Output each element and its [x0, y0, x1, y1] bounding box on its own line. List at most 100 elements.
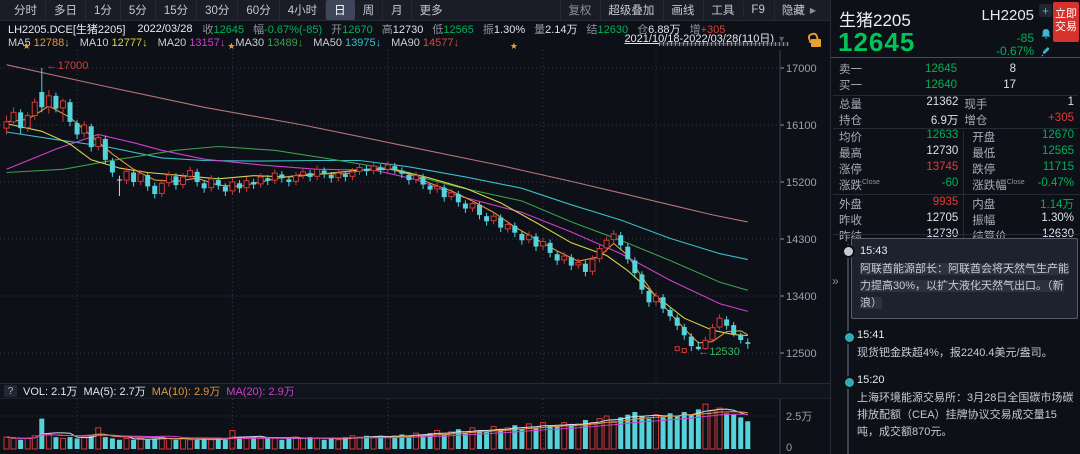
- unlock-icon[interactable]: [811, 39, 821, 47]
- svg-text:13400: 13400: [786, 291, 817, 303]
- news-text: 上海环境能源交易所：3月28日全国碳市场碳排放配额（CEA）挂牌协议交易成交量1…: [857, 392, 1074, 438]
- vol-ma10-value: 2.9万: [193, 386, 221, 398]
- tab-multiday[interactable]: 多日: [46, 0, 86, 20]
- tab-4hour[interactable]: 4小时: [280, 0, 327, 20]
- tab-5min[interactable]: 5分: [121, 0, 156, 20]
- news-feed: » 15:43 阿联酋能源部长：阿联酋会将天然气生产能力提高30%，以扩大液化天…: [831, 236, 1080, 454]
- close-value: 12645: [213, 23, 245, 36]
- down-arrow-icon: ↓: [375, 37, 382, 49]
- stats-row: 持仓 6.9万 增仓 +305: [839, 112, 1074, 127]
- settle-value: 12630: [597, 23, 629, 36]
- last-price: 12645: [838, 27, 916, 57]
- candlestick-chart[interactable]: 17000 16100 15200 14300 13400 12500 ←17000 ←125…: [0, 50, 830, 383]
- vol-ma5-value: 2.7万: [119, 386, 146, 398]
- alert-bell-icon[interactable]: [1039, 27, 1052, 40]
- trade-now-button[interactable]: 立即 交易: [1053, 2, 1079, 42]
- volume-chart[interactable]: 2.5万 0: [0, 399, 830, 454]
- chart-tools: 复权 超级叠加 画线 工具 F9 隐藏 ▶: [560, 0, 830, 20]
- price-change: -85: [1016, 31, 1034, 45]
- grid-row: 均价 12633 开盘 12670: [839, 129, 1074, 144]
- hide-arrow-icon: ▶: [809, 5, 816, 15]
- price-change-pct: -0.67%: [995, 44, 1034, 58]
- down-arrow-icon: ↓: [64, 37, 70, 49]
- help-icon[interactable]: ?: [4, 385, 17, 397]
- news-time: 15:41: [857, 329, 885, 341]
- event-star-markers: ★ ★ ★: [22, 41, 518, 51]
- volume-value: 2.14万: [545, 23, 578, 36]
- field-label: 收: [202, 23, 214, 36]
- field-label: 振: [482, 23, 494, 36]
- openinterest-value: 6.88万: [648, 23, 681, 36]
- grid-row: 昨收 12705 振幅 1.30%: [839, 212, 1074, 227]
- stats-row: 总量 21362 现手 1: [839, 96, 1074, 111]
- ma20-readout: MA20 13157↓: [157, 37, 226, 49]
- low-value: 12565: [443, 23, 474, 36]
- quote-panel: 生猪2205 LH2205 12645 -85 -0.67% + 立即 交易 卖一…: [830, 0, 1080, 454]
- period-tabs: 分时 多日 1分 5分 15分 30分 60分 4小时 日 周 月 更多: [0, 0, 451, 20]
- order-book: 卖一 12645 8 买一 12640 17: [831, 61, 1080, 93]
- grid-row: 外盘 9935 内盘 1.14万: [839, 196, 1074, 211]
- tab-weekly[interactable]: 周: [355, 0, 384, 20]
- ma50-readout: MA50 13975↓: [313, 37, 382, 49]
- svg-text:←12530: ←12530: [698, 346, 740, 358]
- tool-adjust[interactable]: 复权: [560, 0, 598, 20]
- contract-code: LH2205: [981, 7, 1034, 24]
- svg-text:12500: 12500: [786, 348, 817, 360]
- tool-tools[interactable]: 工具: [703, 0, 741, 20]
- down-arrow-icon: ↓: [219, 37, 226, 49]
- tab-30min[interactable]: 30分: [197, 0, 239, 20]
- down-arrow-icon: ↓: [297, 37, 304, 49]
- field-label: 结: [586, 23, 598, 36]
- add-watchlist-icon[interactable]: +: [1039, 4, 1052, 18]
- svg-text:17000: 17000: [786, 63, 817, 75]
- field-label: 开: [331, 23, 343, 36]
- ma10-readout: MA10 12777↓: [79, 37, 148, 49]
- news-time: 15:43: [860, 245, 888, 257]
- news-item[interactable]: 15:43 阿联酋能源部长：阿联酋会将天然气生产能力提高30%，以扩大液化天然气…: [842, 238, 1078, 319]
- svg-text:14300: 14300: [786, 234, 817, 246]
- range-navigator-strip[interactable]: [659, 42, 789, 46]
- ma30-readout: MA30 13489↓: [235, 37, 304, 49]
- down-arrow-icon: ↓: [142, 37, 148, 49]
- vol-value: 2.1万: [51, 386, 78, 398]
- news-item[interactable]: 15:41 现货钯金跌超4%，报2240.4美元/盎司。: [831, 327, 1080, 372]
- tab-daily[interactable]: 日: [326, 0, 355, 20]
- tab-monthly[interactable]: 月: [383, 0, 412, 20]
- news-time: 15:20: [857, 374, 885, 386]
- tab-timeshare[interactable]: 分时: [6, 0, 46, 20]
- chevron-down-icon: ▼: [777, 34, 786, 44]
- tab-15min[interactable]: 15分: [156, 0, 198, 20]
- contract-symbol: LH2205.DCE[生猪2205]: [8, 23, 126, 36]
- ma5-readout: MA5 12788↓: [8, 37, 70, 49]
- timeline-rail: [847, 244, 849, 454]
- svg-text:15200: 15200: [786, 177, 817, 189]
- vol-ma20-value: 2.9万: [268, 386, 295, 398]
- grid-row: 涨停 13745 跌停 11715: [839, 161, 1074, 176]
- price-stats-grid: 均价 12633 开盘 12670 最高 12730 最低 12565 涨停 13745 …: [831, 129, 1080, 244]
- news-item[interactable]: 15:20 上海环境能源交易所：3月28日全国碳市场碳排放配额（CEA）挂牌协议…: [831, 372, 1080, 451]
- tab-60min[interactable]: 60分: [238, 0, 280, 20]
- ma-values-bar: MA5 12788↓ MA10 12777↓ MA20 13157↓ MA30 1348…: [0, 36, 459, 50]
- grid-row: 涨跌Close -60 涨跌幅Close -0.47%: [839, 177, 1074, 192]
- collapse-chevrons-icon[interactable]: »: [832, 274, 839, 288]
- tool-hide[interactable]: 隐藏: [773, 0, 812, 20]
- volume-indicator-bar: ? VOL: 2.1万 MA(5): 2.7万 MA(10): 2.9万 MA(…: [0, 383, 830, 399]
- change-value: -0.67%(-85): [264, 23, 323, 36]
- field-label: 低: [432, 23, 444, 36]
- quote-header: 生猪2205 LH2205 12645 -85 -0.67% + 立即 交易: [831, 0, 1080, 58]
- edit-pencil-icon[interactable]: [1039, 45, 1052, 58]
- tool-super-overlay[interactable]: 超级叠加: [600, 0, 661, 20]
- ma90-readout: MA90 14577↓: [391, 37, 459, 49]
- down-arrow-icon: ↓: [453, 37, 459, 49]
- tab-more[interactable]: 更多: [419, 5, 443, 17]
- tool-draw-line[interactable]: 画线: [663, 0, 701, 20]
- news-text: 现货钯金跌超4%，报2240.4美元/盎司。: [857, 347, 1053, 359]
- svg-text:0: 0: [786, 442, 792, 454]
- svg-text:←17000: ←17000: [47, 60, 89, 72]
- tab-1min[interactable]: 1分: [86, 0, 121, 20]
- field-label: 仓: [637, 23, 649, 36]
- ask-row: 卖一 12645 8: [839, 63, 1016, 76]
- tool-f9[interactable]: F9: [743, 2, 771, 18]
- amplitude-value: 1.30%: [493, 23, 526, 36]
